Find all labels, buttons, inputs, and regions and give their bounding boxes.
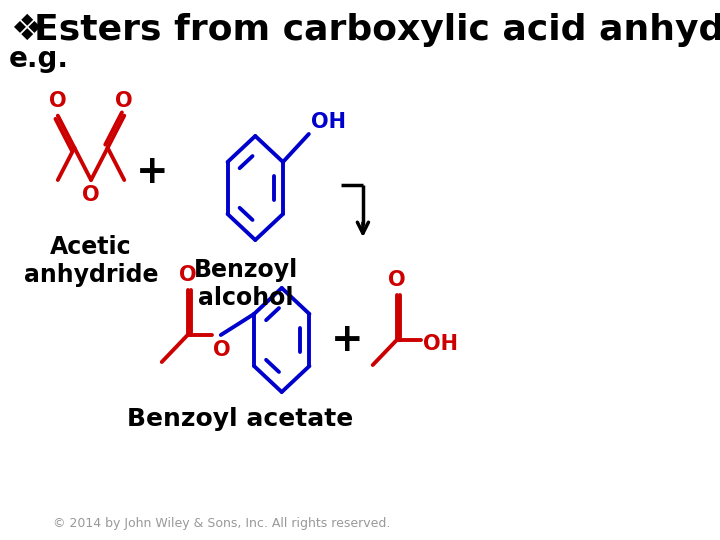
Text: O: O — [49, 91, 67, 111]
Text: +: + — [136, 153, 169, 191]
Text: ❖: ❖ — [11, 13, 43, 47]
Text: OH: OH — [423, 334, 458, 354]
Text: O: O — [82, 185, 100, 205]
Text: O: O — [115, 91, 133, 111]
Text: Benzoyl acetate: Benzoyl acetate — [127, 407, 353, 431]
Text: e.g.: e.g. — [9, 45, 69, 73]
Text: O: O — [179, 265, 197, 285]
Text: OH: OH — [310, 112, 346, 132]
Text: Benzoyl
alcohol: Benzoyl alcohol — [194, 258, 298, 310]
Text: Esters from carboxylic acid anhydrides: Esters from carboxylic acid anhydrides — [34, 13, 720, 47]
Text: O: O — [213, 340, 230, 360]
Text: Acetic
anhydride: Acetic anhydride — [24, 235, 158, 287]
Text: O: O — [388, 270, 405, 290]
Text: © 2014 by John Wiley & Sons, Inc. All rights reserved.: © 2014 by John Wiley & Sons, Inc. All ri… — [53, 517, 390, 530]
Text: +: + — [331, 321, 364, 359]
